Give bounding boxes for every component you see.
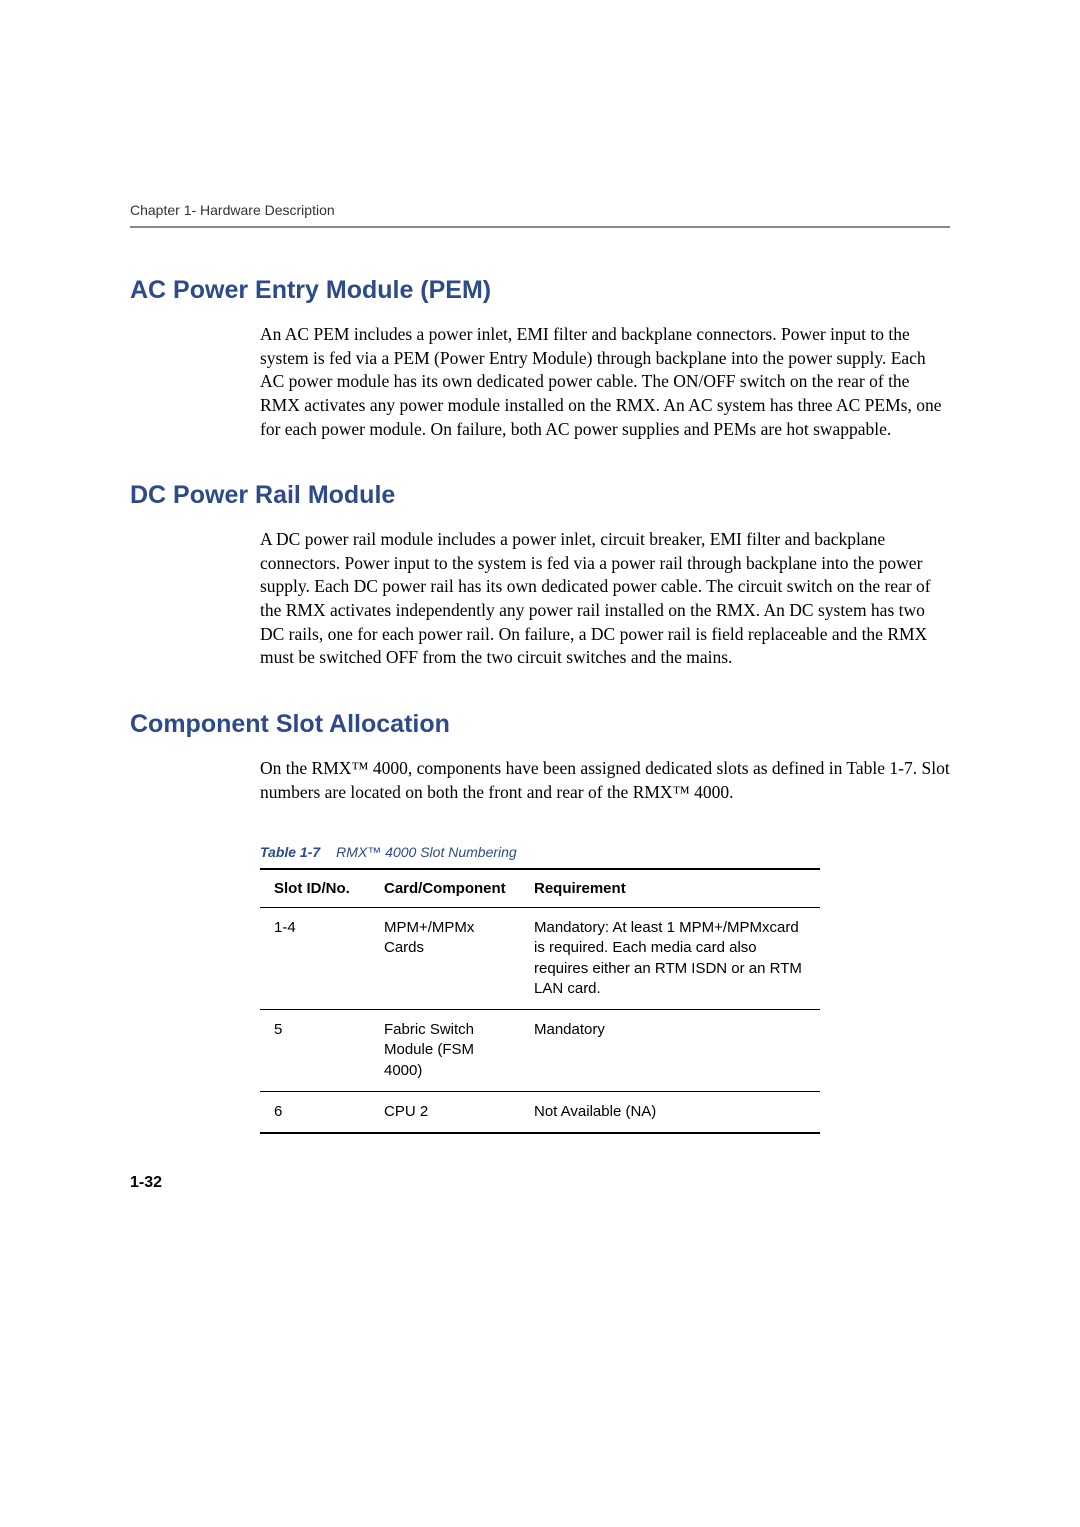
table-caption-label: Table 1-7 <box>260 844 320 860</box>
table-header-requirement: Requirement <box>520 869 820 908</box>
dc-rail-body: A DC power rail module includes a power … <box>260 528 950 670</box>
slot-table: Slot ID/No. Card/Component Requirement 1… <box>260 868 820 1134</box>
ac-pem-body: An AC PEM includes a power inlet, EMI fi… <box>260 323 950 441</box>
table-row: 5 Fabric Switch Module (FSM 4000) Mandat… <box>260 1010 820 1092</box>
table-caption-title: RMX™ 4000 Slot Numbering <box>336 844 517 860</box>
slot-alloc-body: On the RMX™ 4000, components have been a… <box>260 757 950 804</box>
table-cell-requirement: Not Available (NA) <box>520 1091 820 1133</box>
table-cell-component: MPM+/MPMx Cards <box>370 908 520 1010</box>
header-rule <box>130 226 950 228</box>
table-caption: Table 1-7 RMX™ 4000 Slot Numbering <box>260 844 950 860</box>
table-row: 1-4 MPM+/MPMx Cards Mandatory: At least … <box>260 908 820 1010</box>
chapter-header: Chapter 1- Hardware Description <box>130 202 950 218</box>
table-cell-component: CPU 2 <box>370 1091 520 1133</box>
dc-rail-heading: DC Power Rail Module <box>130 481 950 510</box>
table-cell-component: Fabric Switch Module (FSM 4000) <box>370 1010 520 1092</box>
slot-alloc-heading: Component Slot Allocation <box>130 710 950 739</box>
table-header-slot: Slot ID/No. <box>260 869 370 908</box>
table-cell-requirement: Mandatory: At least 1 MPM+/MPMxcard is r… <box>520 908 820 1010</box>
table-header-component: Card/Component <box>370 869 520 908</box>
table-cell-requirement: Mandatory <box>520 1010 820 1092</box>
table-cell-slot: 1-4 <box>260 908 370 1010</box>
table-header-row: Slot ID/No. Card/Component Requirement <box>260 869 820 908</box>
table-row: 6 CPU 2 Not Available (NA) <box>260 1091 820 1133</box>
table-cell-slot: 5 <box>260 1010 370 1092</box>
table-cell-slot: 6 <box>260 1091 370 1133</box>
page-number: 1-32 <box>130 1174 162 1192</box>
ac-pem-heading: AC Power Entry Module (PEM) <box>130 276 950 305</box>
